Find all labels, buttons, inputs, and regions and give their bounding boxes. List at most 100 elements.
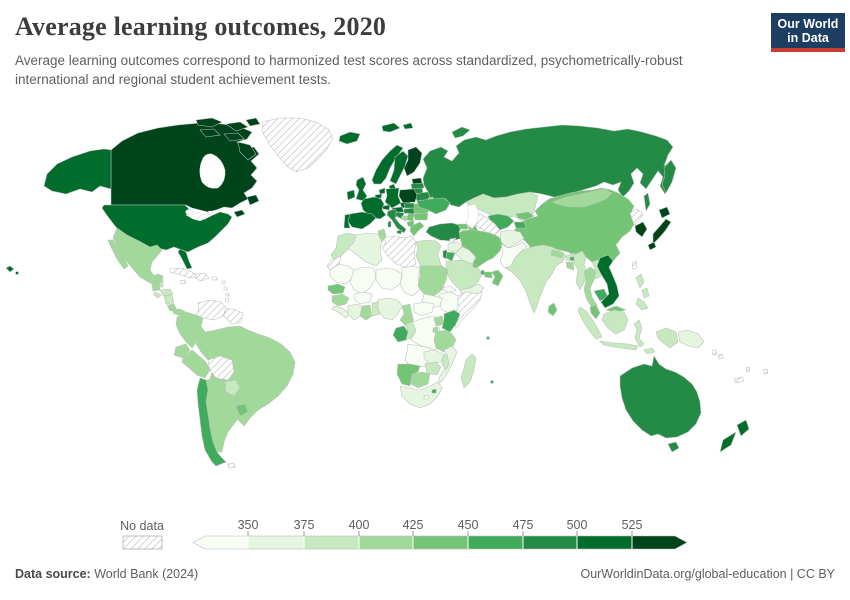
region-sudan[interactable] (417, 265, 449, 297)
region-bolivia[interactable] (207, 355, 235, 381)
region-spain[interactable] (346, 211, 377, 230)
legend-no-data-swatch[interactable] (122, 535, 163, 550)
region-peru[interactable] (181, 349, 211, 379)
region-honduras[interactable] (159, 288, 174, 297)
region-thailand[interactable] (583, 266, 598, 310)
region-south-korea[interactable] (634, 221, 648, 238)
legend-segment[interactable] (576, 535, 633, 550)
region-libya[interactable] (381, 235, 417, 269)
region-serbia[interactable] (406, 213, 415, 222)
region-cyprus[interactable] (448, 237, 457, 243)
region-germany[interactable] (384, 187, 402, 209)
region-united-kingdom[interactable] (355, 176, 368, 202)
region-chad[interactable] (399, 265, 421, 297)
region-finland[interactable] (403, 146, 423, 177)
region-norway[interactable] (371, 144, 404, 185)
region-latvia[interactable] (410, 182, 425, 190)
region-falkland-islands[interactable] (227, 462, 236, 469)
region-nepal[interactable] (550, 249, 565, 259)
region-madagascar[interactable] (460, 353, 477, 389)
region-oman[interactable] (491, 269, 504, 287)
region-iran[interactable] (458, 229, 504, 268)
region-burkina-faso[interactable] (353, 291, 373, 305)
region-vanuatu[interactable] (745, 366, 751, 373)
region-botswana[interactable] (410, 371, 431, 389)
region-qatar[interactable] (480, 269, 485, 276)
region-south-africa[interactable] (399, 381, 443, 409)
region-gabon[interactable] (392, 325, 409, 343)
region-chile[interactable] (196, 377, 227, 467)
legend-segment[interactable] (631, 535, 688, 550)
region-sri-lanka[interactable] (547, 302, 558, 317)
region-bulgaria[interactable] (413, 212, 429, 221)
region-mali[interactable] (349, 266, 377, 295)
region-congo[interactable] (405, 321, 417, 341)
footer-link[interactable]: OurWorldinData.org/global-education | CC… (580, 567, 835, 581)
region-kyrgyzstan[interactable] (515, 211, 535, 221)
region-slovakia[interactable] (403, 202, 416, 209)
region-hispaniola[interactable] (194, 272, 210, 282)
region-jordan[interactable] (445, 251, 456, 262)
region-malawi[interactable] (441, 353, 450, 371)
region-myanmar[interactable] (573, 250, 589, 291)
region-vietnam[interactable] (596, 254, 620, 309)
region-guatemala[interactable] (151, 282, 161, 292)
region-puerto-rico[interactable] (211, 276, 218, 281)
region-guinea[interactable] (331, 293, 350, 307)
region-egypt[interactable] (415, 239, 443, 268)
region-afghanistan[interactable] (499, 229, 525, 249)
region-belize[interactable] (159, 280, 164, 288)
region-mongolia[interactable] (551, 188, 613, 208)
region-united-arab-emirates[interactable] (483, 271, 493, 279)
region-el-salvador[interactable] (153, 291, 162, 299)
region-venezuela[interactable] (195, 299, 227, 321)
region-greece[interactable] (409, 221, 425, 237)
region-hungary[interactable] (403, 207, 416, 215)
region-fiji[interactable] (762, 368, 769, 375)
region-nicaragua[interactable] (163, 294, 175, 305)
region-ecuador[interactable] (173, 343, 191, 359)
region-taiwan[interactable] (631, 260, 638, 270)
region-algeria[interactable] (347, 232, 383, 267)
region-sweden[interactable] (389, 150, 409, 185)
region-guyana-suriname[interactable] (223, 307, 244, 325)
region-china[interactable] (510, 187, 635, 267)
region-north-korea[interactable] (629, 208, 644, 226)
owid-logo[interactable]: Our World in Data (771, 13, 845, 52)
region-seychelles[interactable] (486, 336, 490, 340)
region-portugal[interactable] (343, 213, 351, 229)
region-switzerland[interactable] (382, 204, 391, 211)
region-uruguay[interactable] (235, 403, 249, 417)
legend-segment[interactable] (467, 535, 524, 550)
region-poland[interactable] (398, 188, 418, 204)
legend-segment[interactable] (522, 535, 578, 550)
region-nigeria[interactable] (377, 297, 403, 321)
region-greenland[interactable] (261, 117, 334, 173)
region-niger[interactable] (375, 267, 403, 291)
region-iceland[interactable] (338, 131, 361, 145)
owid-logo-box[interactable]: Our World in Data (771, 13, 845, 52)
region-mauritius[interactable] (490, 380, 494, 384)
region-bangladesh[interactable] (565, 261, 575, 271)
legend-segment[interactable] (247, 535, 305, 550)
region-georgia[interactable] (457, 223, 469, 230)
legend-segment[interactable] (412, 535, 469, 550)
region-somalia[interactable] (453, 291, 483, 329)
region-papua-new-guinea[interactable] (677, 329, 705, 349)
region-uganda[interactable] (433, 315, 445, 327)
legend-segment[interactable] (192, 535, 249, 550)
region-turkey[interactable] (425, 222, 463, 242)
region-sierra-leone-liberia[interactable] (331, 305, 351, 319)
region-new-caledonia[interactable] (733, 376, 745, 384)
region-morocco[interactable] (330, 232, 361, 261)
legend-segment[interactable] (358, 535, 414, 550)
region-senegal[interactable] (327, 283, 346, 295)
region-ivory-coast[interactable] (347, 303, 363, 321)
region-eswatini[interactable] (431, 388, 437, 394)
region-tajikistan[interactable] (513, 221, 527, 229)
region-zambia[interactable] (423, 349, 445, 365)
region-netherlands[interactable] (378, 187, 386, 195)
region-ghana[interactable] (359, 304, 373, 321)
region-saudi-arabia[interactable] (445, 259, 483, 291)
region-zimbabwe[interactable] (424, 361, 442, 376)
